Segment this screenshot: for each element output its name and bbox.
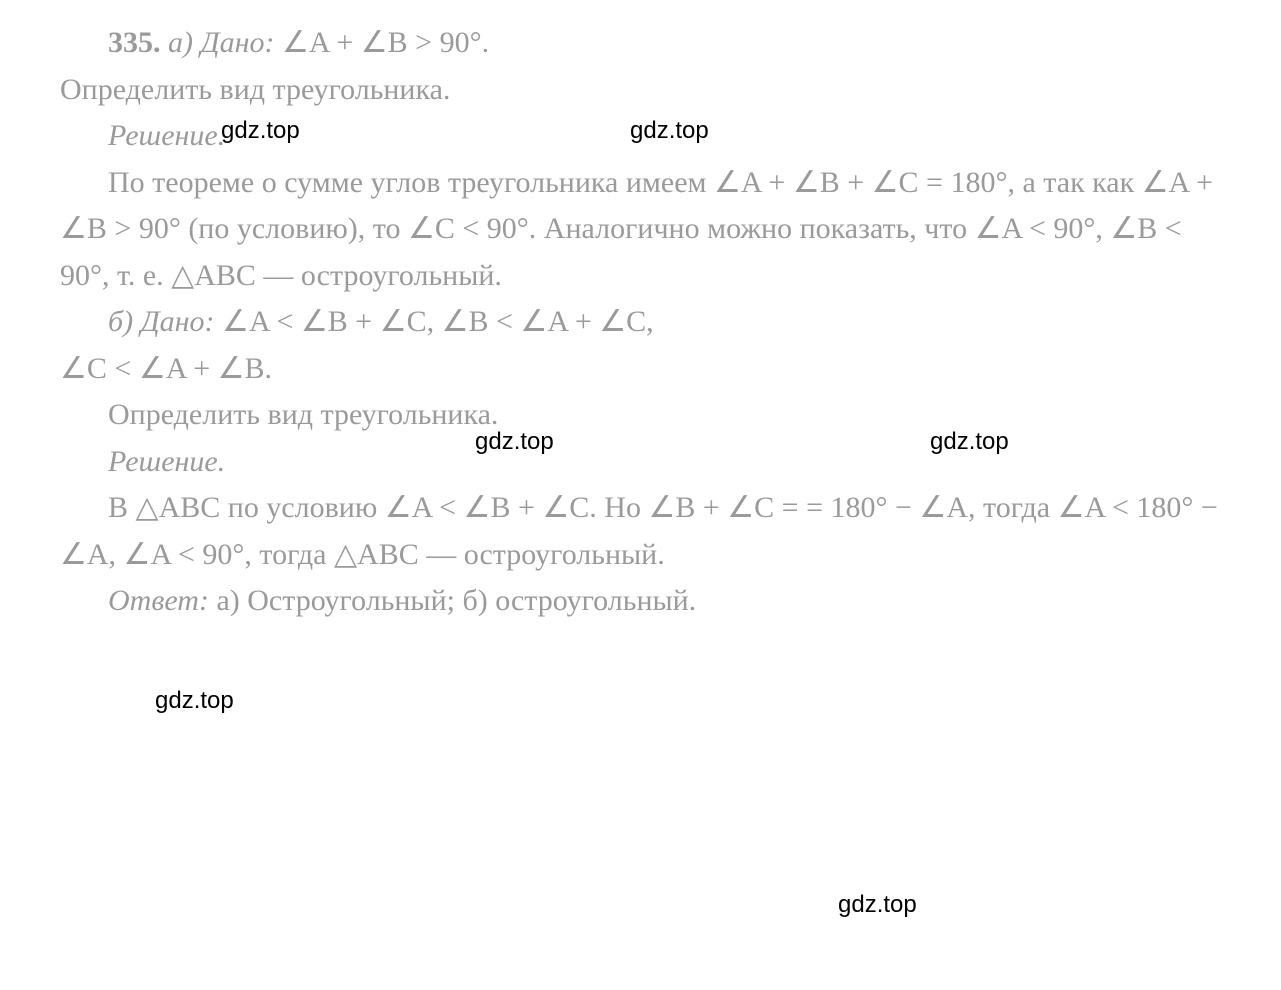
- part-b-task: Определить вид треугольника.: [60, 392, 1221, 439]
- solution-label-b: Решение.: [60, 439, 1221, 486]
- watermark-text: gdz.top: [155, 687, 234, 715]
- answer-line: Ответ: а) Остроугольный; б) остроугольны…: [60, 578, 1221, 625]
- watermark-text: gdz.top: [930, 428, 1009, 456]
- part-a-body: По теореме о сумме углов треугольника им…: [60, 160, 1221, 300]
- given-expr-b: ∠A < ∠B + ∠C, ∠B < ∠A + ∠C,: [215, 305, 654, 338]
- watermark-text: gdz.top: [838, 891, 917, 919]
- given-label-b: б) Дано:: [108, 305, 215, 338]
- part-a-task: Определить вид треугольника.: [60, 67, 1221, 114]
- watermark-text: gdz.top: [475, 428, 554, 456]
- watermark-text: gdz.top: [630, 117, 709, 145]
- part-a-given: 335. а) Дано: ∠A + ∠B > 90°.: [60, 20, 1221, 67]
- problem-number: 335.: [108, 26, 161, 59]
- part-b-given: б) Дано: ∠A < ∠B + ∠C, ∠B < ∠A + ∠C,: [60, 299, 1221, 346]
- answer-label: Ответ:: [108, 584, 209, 617]
- watermark-text: gdz.top: [221, 117, 300, 145]
- given-expr-a: ∠A + ∠B > 90°.: [274, 26, 489, 59]
- given-label-a: а) Дано:: [168, 26, 274, 59]
- part-b-given-line2: ∠C < ∠A + ∠B.: [60, 346, 1221, 393]
- part-b-body: В △ABC по условию ∠A < ∠B + ∠C. Но ∠B + …: [60, 485, 1221, 578]
- document-body: 335. а) Дано: ∠A + ∠B > 90°. Определить …: [0, 0, 1281, 645]
- answer-text: а) Остроугольный; б) остроугольный.: [209, 584, 696, 617]
